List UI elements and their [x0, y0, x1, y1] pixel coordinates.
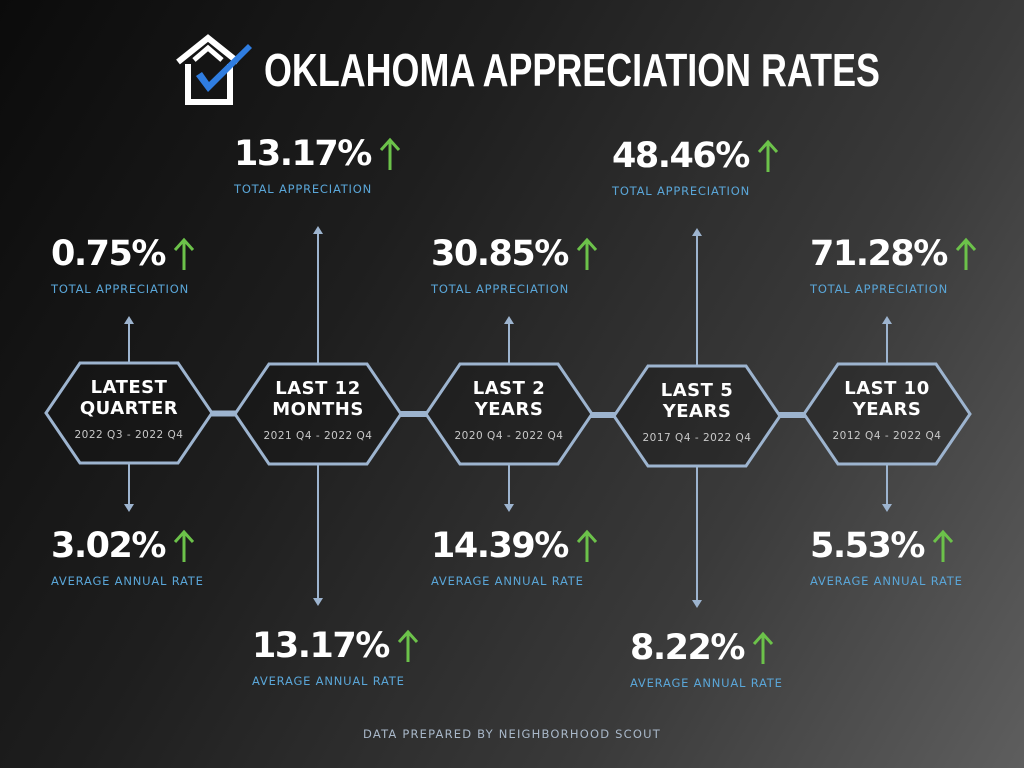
trend-up-arrow-icon [932, 529, 954, 562]
trend-up-arrow-icon [576, 529, 597, 562]
average-annual-rate-value: 5.53% [810, 526, 925, 566]
average-annual-rate-stat: 3.02% AVERAGE ANNUAL RATE [51, 526, 204, 588]
period-title-line2: QUARTER [79, 398, 179, 419]
total-appreciation-value: 13.17% [234, 134, 372, 174]
trend-up-arrow-icon [173, 237, 195, 270]
total-appreciation-stat: 48.46% TOTAL APPRECIATION [612, 136, 779, 198]
average-annual-rate-stat: 13.17% AVERAGE ANNUAL RATE [252, 626, 419, 688]
average-annual-rate-stat: 5.53% AVERAGE ANNUAL RATE [810, 526, 963, 588]
up-arrowhead-icon [313, 226, 323, 234]
average-annual-rate-label: AVERAGE ANNUAL RATE [252, 674, 405, 688]
total-appreciation-label: TOTAL APPRECIATION [234, 182, 372, 196]
total-appreciation-stat: 30.85% TOTAL APPRECIATION [431, 234, 598, 296]
average-annual-rate-value: 13.17% [252, 626, 390, 666]
data-credit: DATA PREPARED BY NEIGHBORHOOD SCOUT [363, 727, 661, 741]
total-appreciation-label: TOTAL APPRECIATION [51, 282, 189, 296]
period-range: 2022 Q3 - 2022 Q4 [74, 429, 184, 441]
down-arrowhead-icon [692, 600, 702, 608]
period-title-line2: YEARS [474, 399, 544, 420]
up-arrowhead-icon [504, 316, 514, 324]
period-label: LAST 5 YEARS 2017 Q4 - 2022 Q4 [622, 380, 772, 444]
connector-bar [399, 411, 428, 417]
average-annual-rate-value: 3.02% [51, 526, 166, 566]
average-annual-rate-stat: 8.22% AVERAGE ANNUAL RATE [630, 628, 783, 690]
total-appreciation-value: 30.85% [431, 234, 569, 274]
average-annual-rate-label: AVERAGE ANNUAL RATE [810, 574, 963, 588]
period-range: 2021 Q4 - 2022 Q4 [263, 430, 373, 442]
trend-up-arrow-icon [379, 137, 400, 170]
average-annual-rate-label: AVERAGE ANNUAL RATE [630, 676, 783, 690]
total-appreciation-value: 48.46% [612, 136, 750, 176]
period-title-line1: LAST 2 [472, 378, 546, 399]
period-label: LAST 12 MONTHS 2021 Q4 - 2022 Q4 [243, 378, 393, 442]
period-title-line2: YEARS [852, 399, 922, 420]
up-arrowhead-icon [882, 316, 892, 324]
period-title-line1: LAST 10 [844, 378, 930, 399]
period-label: LAST 10 YEARS 2012 Q4 - 2022 Q4 [812, 378, 962, 442]
average-annual-rate-stat: 14.39% AVERAGE ANNUAL RATE [431, 526, 598, 588]
total-appreciation-label: TOTAL APPRECIATION [431, 282, 569, 296]
down-arrowhead-icon [313, 598, 323, 606]
period-hexagon [612, 364, 782, 468]
trend-up-arrow-icon [173, 529, 195, 562]
period-title-line1: LATEST [90, 377, 168, 398]
period-range: 2020 Q4 - 2022 Q4 [454, 430, 564, 442]
total-appreciation-value: 0.75% [51, 234, 166, 274]
total-appreciation-label: TOTAL APPRECIATION [810, 282, 948, 296]
house-check-icon [176, 34, 252, 105]
period-hexagon [44, 361, 214, 465]
page-title: OKLAHOMA APPRECIATION RATES [264, 44, 880, 96]
average-annual-rate-value: 14.39% [431, 526, 569, 566]
period-title-line2: YEARS [662, 401, 732, 422]
period-hexagon [802, 362, 972, 466]
total-appreciation-label: TOTAL APPRECIATION [612, 184, 750, 198]
period-label: LAST 2 YEARS 2020 Q4 - 2022 Q4 [434, 378, 584, 442]
trend-up-arrow-icon [397, 629, 418, 662]
down-arrowhead-icon [124, 504, 134, 512]
average-annual-rate-value: 8.22% [630, 628, 745, 668]
period-hexagon [424, 362, 594, 466]
connector-bar [590, 412, 616, 418]
header: OKLAHOMA APPRECIATION RATES [172, 34, 1024, 106]
period-title-line1: LAST 12 [275, 378, 361, 399]
trend-up-arrow-icon [757, 139, 778, 172]
total-appreciation-stat: 0.75% TOTAL APPRECIATION [51, 234, 195, 296]
total-appreciation-stat: 13.17% TOTAL APPRECIATION [234, 134, 401, 196]
period-title-line2: MONTHS [272, 399, 364, 420]
trend-up-arrow-icon [576, 237, 597, 270]
period-range: 2012 Q4 - 2022 Q4 [832, 430, 942, 442]
period-range: 2017 Q4 - 2022 Q4 [642, 432, 752, 444]
total-appreciation-value: 71.28% [810, 234, 948, 274]
connector-bar [210, 410, 237, 417]
trend-up-arrow-icon [955, 237, 976, 270]
total-appreciation-stat: 71.28% TOTAL APPRECIATION [810, 234, 977, 296]
connector-bar [778, 412, 806, 418]
average-annual-rate-label: AVERAGE ANNUAL RATE [51, 574, 204, 588]
down-arrowhead-icon [882, 504, 892, 512]
up-arrowhead-icon [124, 316, 134, 324]
period-label: LATEST QUARTER 2022 Q3 - 2022 Q4 [54, 377, 204, 441]
period-hexagon [233, 362, 403, 466]
down-arrowhead-icon [504, 504, 514, 512]
trend-up-arrow-icon [752, 631, 774, 664]
period-title-line1: LAST 5 [660, 380, 734, 401]
average-annual-rate-label: AVERAGE ANNUAL RATE [431, 574, 584, 588]
up-arrowhead-icon [692, 228, 702, 236]
